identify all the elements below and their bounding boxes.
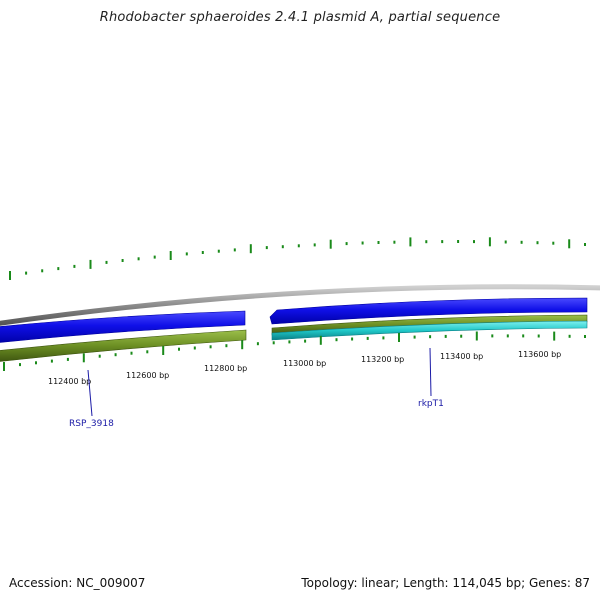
lower-tick-3 (50, 359, 53, 363)
lower-tick-7 (114, 353, 117, 357)
upper-tick-6 (105, 260, 108, 264)
upper-tick-1 (25, 271, 28, 275)
summary-text: Topology: linear; Length: 114,045 bp; Ge… (301, 576, 590, 590)
cds-forward-left (0, 310, 246, 343)
lower-tick-36 (568, 334, 571, 338)
plasmid-backbone (0, 284, 600, 326)
ruler-label-112800: 112800 bp (204, 364, 247, 373)
lower-tick-16 (256, 342, 259, 346)
lower-tick-26 (413, 335, 416, 339)
lower-tick-23 (366, 336, 369, 340)
lower-tick-11 (178, 347, 180, 351)
upper-tick-24 (393, 240, 396, 244)
lower-tick-29 (460, 334, 463, 338)
feature-cyan-right (271, 320, 588, 341)
feature-green-left (0, 329, 247, 362)
upper-tick-26 (425, 240, 428, 244)
upper-tick-3 (57, 267, 60, 271)
lower-tick-28 (444, 334, 447, 338)
upper-tick-33 (536, 241, 539, 245)
upper-tick-20 (329, 239, 332, 249)
lower-tick-31 (491, 334, 494, 338)
lower-tick-18 (288, 340, 291, 344)
upper-tick-16 (265, 246, 268, 250)
lower-tick-row (3, 331, 586, 371)
lower-tick-6 (98, 354, 101, 358)
upper-tick-5 (89, 259, 92, 269)
lower-tick-20 (319, 335, 322, 345)
lower-tick-13 (209, 345, 212, 349)
lower-tick-37 (584, 335, 586, 338)
upper-tick-25 (409, 237, 412, 247)
lower-tick-21 (335, 338, 338, 342)
gene-label-rsp3918[interactable]: RSP_3918 (69, 419, 114, 429)
upper-tick-17 (281, 245, 284, 249)
lower-tick-34 (537, 334, 540, 338)
upper-tick-27 (441, 240, 444, 244)
upper-tick-30 (488, 237, 491, 247)
gene-label-rkpt1[interactable]: rkpT1 (418, 399, 444, 409)
upper-tick-10 (169, 251, 172, 260)
upper-tick-12 (201, 251, 204, 254)
upper-tick-32 (520, 240, 523, 244)
ruler-label-113200: 113200 bp (361, 355, 404, 364)
lower-tick-24 (382, 336, 385, 340)
lower-tick-2 (35, 361, 37, 365)
upper-tick-8 (137, 257, 140, 261)
upper-tick-11 (185, 252, 188, 256)
upper-tick-0 (9, 271, 11, 280)
ruler-label-113600: 113600 bp (518, 350, 561, 359)
upper-tick-28 (457, 240, 460, 243)
gene-leader-rkpt1 (429, 347, 432, 397)
lower-tick-33 (522, 334, 525, 338)
ruler-labels: 112400 bp 112600 bp 112800 bp 113000 bp … (48, 350, 561, 386)
lower-tick-35 (553, 331, 556, 341)
lower-tick-15 (241, 340, 244, 350)
gene-leader-rsp3918 (87, 369, 93, 417)
lower-tick-17 (272, 341, 275, 345)
upper-tick-18 (297, 244, 300, 248)
upper-tick-15 (249, 244, 252, 254)
lower-tick-10 (162, 346, 165, 355)
lower-tick-1 (19, 363, 21, 367)
lower-tick-27 (429, 335, 432, 339)
cds-reverse-right (269, 297, 588, 325)
upper-tick-31 (504, 240, 507, 244)
lower-tick-19 (304, 339, 307, 343)
ruler-label-112400: 112400 bp (48, 377, 91, 386)
upper-tick-23 (377, 241, 380, 244)
upper-tick-13 (217, 249, 220, 253)
lower-tick-5 (82, 353, 85, 363)
upper-tick-35 (568, 239, 571, 249)
lower-tick-4 (66, 357, 69, 361)
upper-tick-4 (73, 264, 76, 268)
ruler-label-112600: 112600 bp (126, 371, 169, 380)
accession-text: Accession: NC_009007 (9, 576, 146, 590)
upper-tick-2 (41, 269, 44, 273)
lower-tick-0 (3, 362, 5, 371)
upper-tick-row (9, 237, 586, 280)
lower-tick-9 (146, 350, 149, 354)
upper-tick-21 (345, 242, 348, 246)
ruler-label-113400: 113400 bp (440, 352, 483, 361)
lower-tick-12 (193, 346, 196, 350)
upper-tick-14 (233, 248, 236, 252)
upper-tick-22 (361, 241, 364, 245)
upper-tick-34 (552, 241, 555, 245)
lower-tick-30 (475, 331, 478, 341)
map-title: Rhodobacter sphaeroides 2.4.1 plasmid A,… (99, 10, 501, 25)
ruler-label-113000: 113000 bp (283, 359, 326, 368)
lower-tick-22 (351, 337, 354, 341)
lower-tick-25 (398, 333, 400, 342)
lower-tick-32 (506, 334, 509, 338)
upper-tick-36 (584, 243, 586, 246)
upper-tick-9 (153, 255, 156, 259)
upper-tick-7 (121, 259, 124, 262)
upper-tick-29 (473, 240, 475, 244)
lower-tick-8 (130, 351, 133, 355)
lower-tick-14 (225, 344, 228, 348)
upper-tick-19 (313, 243, 316, 247)
